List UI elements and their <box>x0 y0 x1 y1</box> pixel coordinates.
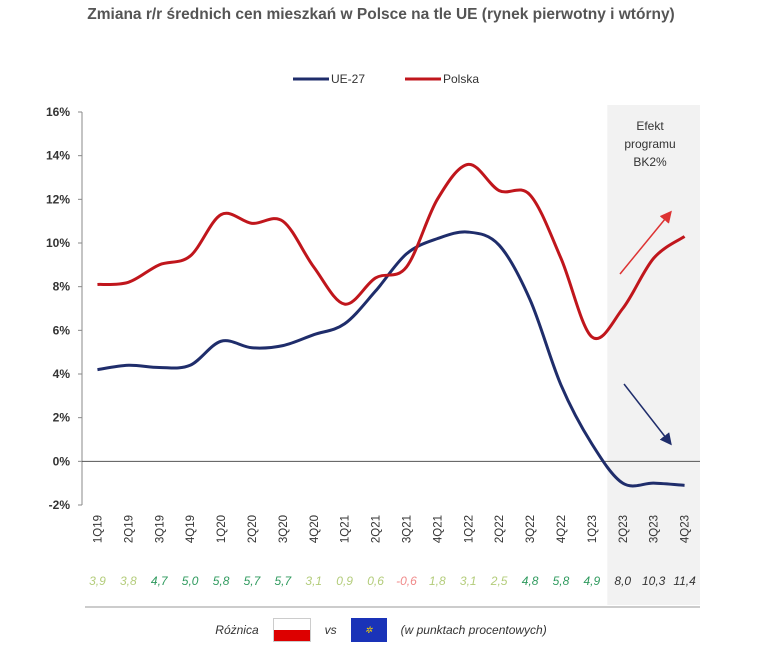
x-tick-label: 4Q23 <box>680 515 692 543</box>
down-arrow-icon <box>623 383 672 446</box>
x-tick-label: 3Q22 <box>525 515 537 543</box>
y-tick-label: -2% <box>49 498 71 512</box>
x-tick-label: 4Q21 <box>432 515 444 543</box>
difference-value: 4,9 <box>584 574 601 588</box>
difference-value: 3,1 <box>305 574 322 588</box>
x-tick-label: 3Q19 <box>154 515 166 543</box>
legend-label: UE-27 <box>331 72 365 86</box>
difference-value: 3,9 <box>89 574 106 588</box>
difference-value: 0,9 <box>336 574 353 588</box>
x-tick-label: 3Q23 <box>649 515 661 543</box>
legend-label: Polska <box>443 72 479 86</box>
x-tick-label: 4Q19 <box>185 515 197 543</box>
y-tick-label: 8% <box>53 280 71 294</box>
difference-value: 10,3 <box>642 574 666 588</box>
annotation-text: Efekt <box>636 119 664 133</box>
difference-value: 5,8 <box>213 574 230 588</box>
x-tick-label: 1Q19 <box>92 515 104 543</box>
difference-value: 5,8 <box>553 574 570 588</box>
vs-label: vs <box>324 623 337 637</box>
y-tick-label: 10% <box>46 236 70 250</box>
chart-title: Zmiana r/r średnich cen mieszkań w Polsc… <box>87 6 675 23</box>
x-tick-label: 2Q22 <box>494 515 506 543</box>
difference-value: 5,7 <box>275 574 293 588</box>
x-tick-label: 3Q21 <box>401 515 413 543</box>
series-line-ue-27 <box>97 230 685 488</box>
units-note: (w punktach procentowych) <box>400 623 547 637</box>
annotation-text: BK2% <box>633 155 667 169</box>
series-line-polska <box>97 162 686 341</box>
x-tick-label: 3Q20 <box>278 515 290 543</box>
y-tick-label: 2% <box>53 411 71 425</box>
difference-value: 5,7 <box>244 574 262 588</box>
x-tick-label: 4Q20 <box>309 515 321 543</box>
x-tick-label: 1Q21 <box>340 515 352 543</box>
x-tick-label: 2Q23 <box>618 515 630 543</box>
difference-value: 11,4 <box>673 574 696 588</box>
x-tick-label: 2Q21 <box>371 515 383 543</box>
difference-legend: Różnica vs ✲ (w punktach procentowych) <box>0 618 762 642</box>
difference-label: Różnica <box>215 623 259 637</box>
y-tick-label: 12% <box>46 192 70 206</box>
x-tick-label: 1Q23 <box>587 515 599 543</box>
difference-value: 1,8 <box>429 574 446 588</box>
x-tick-label: 2Q19 <box>123 515 135 543</box>
difference-value: 5,0 <box>182 574 199 588</box>
y-tick-label: 0% <box>53 454 71 468</box>
difference-value: -0,6 <box>396 574 417 588</box>
x-tick-label: 4Q22 <box>556 515 568 543</box>
y-tick-label: 4% <box>53 367 71 381</box>
difference-value: 3,8 <box>120 574 137 588</box>
difference-value: 2,5 <box>490 574 508 588</box>
difference-value: 3,1 <box>460 574 477 588</box>
poland-flag-icon <box>272 618 311 642</box>
difference-value: 8,0 <box>614 574 631 588</box>
x-tick-label: 1Q20 <box>216 515 228 543</box>
difference-value: 4,7 <box>151 574 169 588</box>
difference-value: 0,6 <box>367 574 384 588</box>
up-arrow-icon <box>619 210 672 275</box>
highlight-region <box>607 105 700 605</box>
eu-flag-icon: ✲ <box>350 618 387 642</box>
x-tick-label: 1Q22 <box>463 515 475 543</box>
y-tick-label: 14% <box>46 149 70 163</box>
x-tick-label: 2Q20 <box>247 515 259 543</box>
y-tick-label: 6% <box>53 323 71 337</box>
y-tick-label: 16% <box>46 105 70 119</box>
annotation-text: programu <box>624 137 675 151</box>
difference-value: 4,8 <box>522 574 539 588</box>
